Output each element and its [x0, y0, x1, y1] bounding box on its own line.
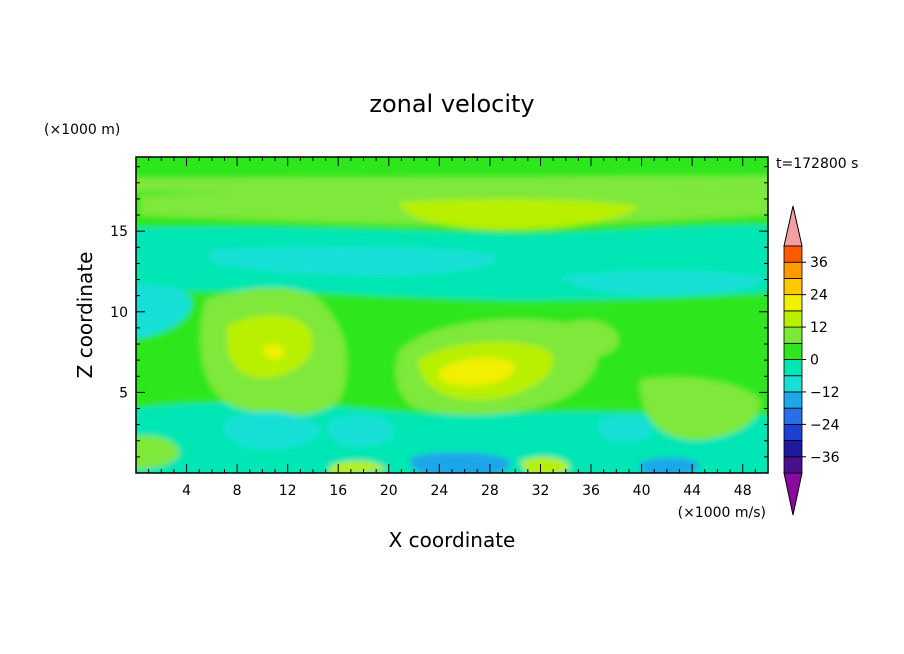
colorbar-label: −24 — [810, 417, 840, 433]
field-surface-pos-cell-mid — [520, 457, 570, 473]
colorbar-over-triangle — [783, 205, 803, 247]
x-tick-label: 8 — [233, 483, 242, 499]
x-tick-label: 20 — [380, 483, 398, 499]
x-tick-label: 12 — [279, 483, 297, 499]
colorbar-segment — [783, 326, 803, 344]
x-tick-label: 16 — [329, 483, 347, 499]
x-tick-label: 32 — [532, 483, 550, 499]
x-tick-label: 36 — [582, 483, 600, 499]
colorbar-label: 12 — [810, 320, 828, 336]
colorbar-label: 24 — [810, 288, 828, 304]
colorbar-label: 36 — [810, 255, 828, 271]
x-tick-label: 4 — [182, 483, 191, 499]
colorbar-segment — [783, 391, 803, 409]
x-unit-label: (×1000 m/s) — [678, 505, 766, 521]
y-axis-label: Z coordinate — [73, 252, 97, 379]
x-axis-label: X coordinate — [389, 528, 516, 552]
field-surface-pos-cell-a — [330, 461, 386, 473]
contour-field — [136, 157, 768, 473]
colorbar-under-triangle — [783, 472, 803, 516]
colorbar: 36 24 12 0 −12 −24 −36 — [783, 205, 840, 516]
y-tick-label: 5 — [119, 385, 128, 401]
x-tick-label: 48 — [734, 483, 752, 499]
colorbar-label: −36 — [810, 450, 840, 466]
colorbar-label: −12 — [810, 385, 840, 401]
y-tick-label: 10 — [110, 305, 128, 321]
y-tick-label: 15 — [110, 224, 128, 240]
field-mid-pos-cell-peak — [438, 357, 515, 386]
y-unit-label: (×1000 m) — [44, 122, 120, 138]
colorbar-segment — [783, 245, 803, 263]
field-mid-neg-core-left — [136, 284, 192, 339]
colorbar-label: 0 — [810, 353, 819, 369]
colorbar-segment — [783, 375, 803, 393]
x-tick-label: 44 — [683, 483, 701, 499]
colorbar-segment — [783, 261, 803, 279]
colorbar-segment — [783, 407, 803, 425]
colorbar-segment — [783, 342, 803, 360]
field-mid-neg-core-a — [210, 246, 498, 276]
time-label: t=172800 s — [776, 156, 858, 172]
field-surface-neg-cell — [409, 452, 511, 473]
chart-title: zonal velocity — [369, 90, 534, 118]
field-surface-pos-cell-left — [136, 435, 180, 470]
colorbar-segment — [783, 456, 803, 474]
field-lower-neg-cell-left — [223, 411, 320, 450]
x-tick-label: 40 — [633, 483, 651, 499]
colorbar-segment — [783, 359, 803, 377]
field-lower-neg-cell-right — [598, 414, 652, 444]
x-tick-label: 24 — [430, 483, 448, 499]
field-right-pos-cell-b — [640, 376, 761, 440]
colorbar-segment — [783, 278, 803, 296]
y-ticks: 5 10 15 — [110, 166, 768, 458]
field-upper-pos-band-outer — [136, 176, 768, 192]
colorbar-segment — [783, 310, 803, 328]
field-mid-neg-core-right — [560, 270, 762, 296]
colorbar-segment — [783, 294, 803, 312]
field-left-pos-cell-peak — [262, 344, 285, 360]
field-upper-jet-core — [400, 198, 640, 230]
x-ticks: 4 8 12 16 20 24 28 32 36 40 44 48 — [148, 157, 756, 499]
field-surface-neg-cell-right — [639, 457, 700, 473]
field-lower-neg-cell-mid — [328, 414, 395, 447]
field-right-pos-cell-a — [558, 320, 619, 358]
colorbar-segment — [783, 423, 803, 441]
x-tick-label: 28 — [481, 483, 499, 499]
colorbar-segment — [783, 440, 803, 458]
